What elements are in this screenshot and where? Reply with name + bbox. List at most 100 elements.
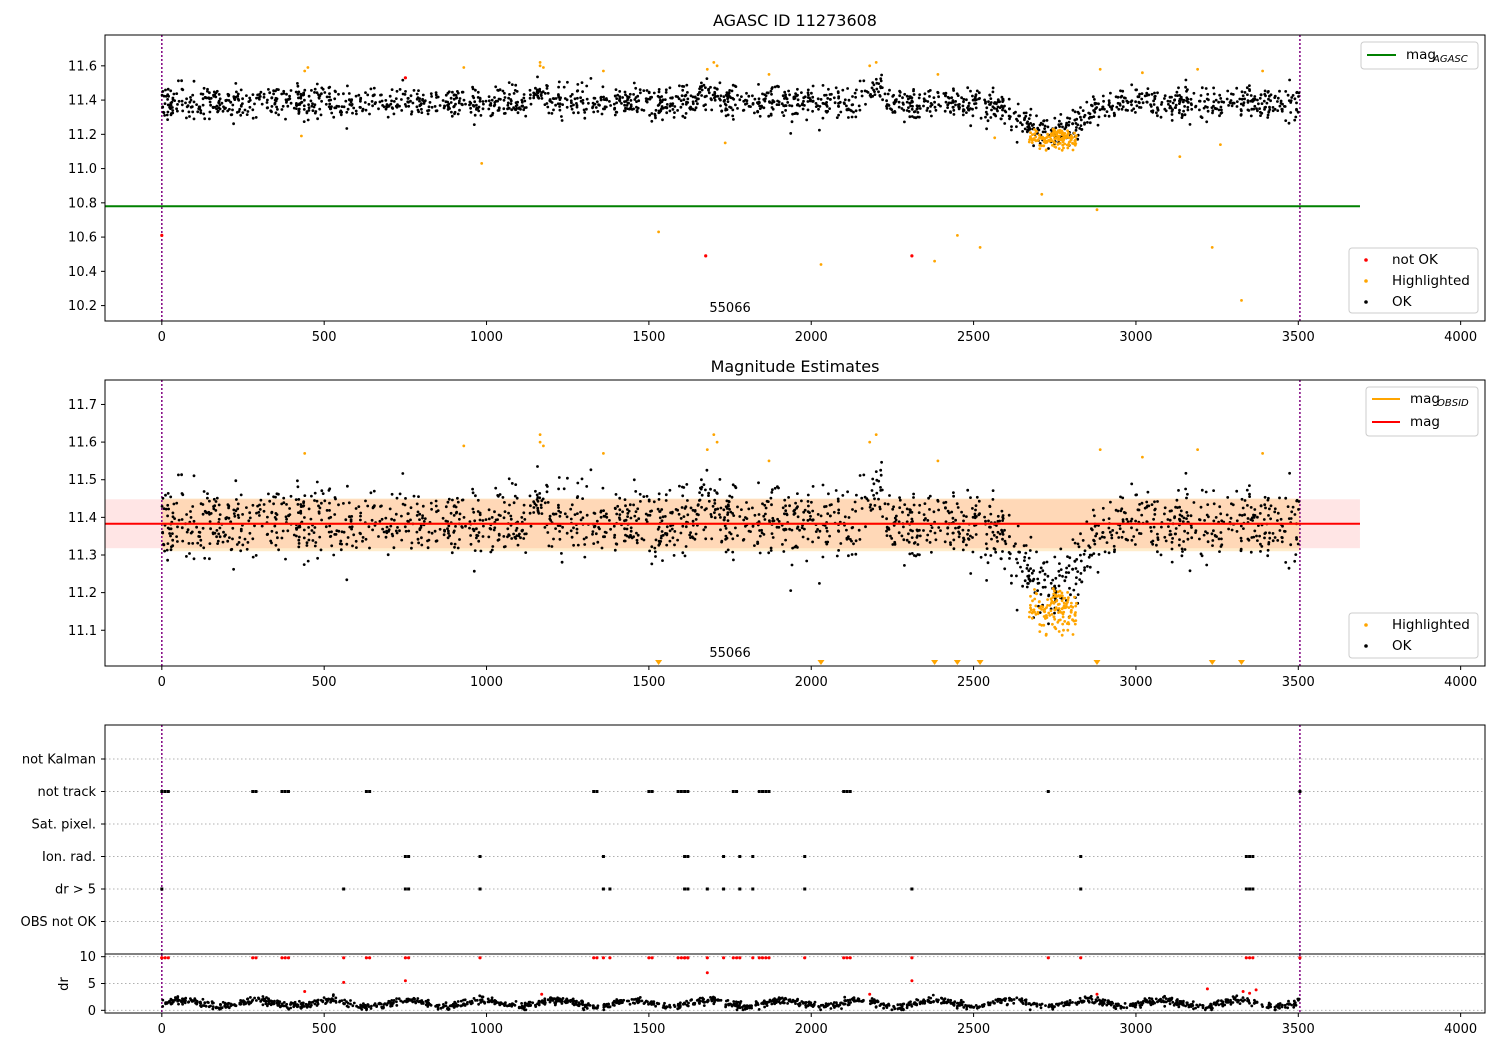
ok-point (328, 487, 332, 491)
ok-point (1182, 98, 1186, 102)
ok-point (373, 102, 377, 106)
dr-point (1084, 996, 1088, 1000)
ok-point (260, 524, 264, 528)
ok-point (1173, 98, 1176, 102)
ok-point (223, 107, 227, 111)
ok-point (403, 525, 407, 529)
ok-point (821, 101, 825, 105)
ok-point (781, 111, 784, 114)
ok-point (208, 512, 211, 516)
x-tick-label: 0 (158, 330, 166, 345)
ok-point (1059, 113, 1063, 116)
ok-point (205, 511, 209, 515)
highlighted-point (1057, 147, 1061, 151)
ok-point (497, 538, 501, 541)
ok-point (328, 95, 331, 99)
ok-point (446, 108, 450, 111)
ok-point (1078, 578, 1082, 581)
ok-point (946, 106, 949, 109)
highlighted-point (1073, 613, 1077, 616)
ok-point (1110, 533, 1114, 537)
ok-point (985, 579, 988, 582)
ok-point (771, 536, 775, 539)
ok-point (955, 502, 959, 506)
highlighted-point (303, 69, 307, 73)
ok-point (601, 486, 605, 490)
flag-marker (251, 790, 255, 793)
ok-point (1083, 568, 1086, 572)
highlighted-point (1066, 143, 1070, 146)
ok-point (1076, 110, 1080, 114)
ok-point (234, 82, 238, 85)
ok-point (1076, 123, 1080, 127)
ok-point (184, 101, 187, 105)
highlighted-point (1063, 596, 1067, 600)
ok-point (369, 87, 373, 91)
ok-point (918, 553, 921, 557)
ok-point (519, 536, 522, 540)
ok-point (450, 110, 453, 114)
x-tick-label: 4000 (1444, 675, 1477, 690)
ok-point (730, 495, 734, 499)
highlighted-point (1039, 135, 1043, 139)
ok-point (1206, 503, 1210, 506)
ok-point (965, 515, 968, 518)
y-tick-label: 10.4 (68, 265, 97, 280)
ok-point (926, 100, 930, 103)
ok-point (1219, 545, 1223, 548)
ok-point (1153, 513, 1157, 516)
ok-point (932, 510, 936, 514)
ok-point (377, 107, 380, 111)
highlighted-point (1074, 604, 1078, 608)
ok-point (1211, 109, 1215, 112)
ok-point (912, 93, 916, 96)
ok-point (345, 578, 349, 582)
ok-point (378, 519, 382, 523)
flag-marker (738, 887, 742, 891)
ok-point (1212, 100, 1216, 104)
dr-point (161, 998, 165, 1002)
ok-point (1125, 517, 1129, 521)
ok-point (828, 503, 832, 507)
ok-point (736, 505, 739, 509)
ok-point (1061, 574, 1064, 578)
ok-point (569, 529, 573, 533)
ok-point (248, 516, 252, 520)
ok-point (1229, 99, 1233, 102)
ok-point (686, 91, 689, 94)
ok-point (787, 89, 790, 93)
flag-marker (407, 887, 411, 891)
ok-point (325, 509, 329, 512)
ok-point (629, 99, 633, 102)
ok-point (1186, 492, 1189, 496)
ok-point (837, 104, 840, 108)
ok-point (1167, 102, 1170, 106)
ok-point (898, 506, 902, 510)
highlighted-point (1042, 137, 1046, 141)
ok-point (897, 100, 901, 104)
ok-point (1151, 110, 1155, 114)
ok-point (410, 112, 413, 116)
ok-point (658, 516, 662, 520)
ok-point (1007, 513, 1011, 517)
ok-point (507, 106, 511, 110)
ok-point (864, 525, 867, 529)
ok-point (698, 491, 701, 494)
ok-point (556, 102, 560, 106)
ok-point (713, 516, 717, 520)
ok-point (575, 89, 579, 93)
ok-point (691, 536, 695, 540)
ok-point (837, 549, 840, 552)
ok-point (1241, 94, 1245, 98)
ok-point (299, 93, 303, 97)
ok-point (885, 525, 889, 529)
ok-point (550, 112, 554, 115)
ok-point (1279, 99, 1283, 103)
highlighted-point (1058, 128, 1062, 132)
ok-point (164, 507, 168, 511)
ok-point (801, 535, 805, 539)
ok-point (192, 474, 196, 478)
ok-point (189, 531, 193, 535)
ok-point (640, 108, 644, 112)
dr-point (1231, 1001, 1235, 1004)
